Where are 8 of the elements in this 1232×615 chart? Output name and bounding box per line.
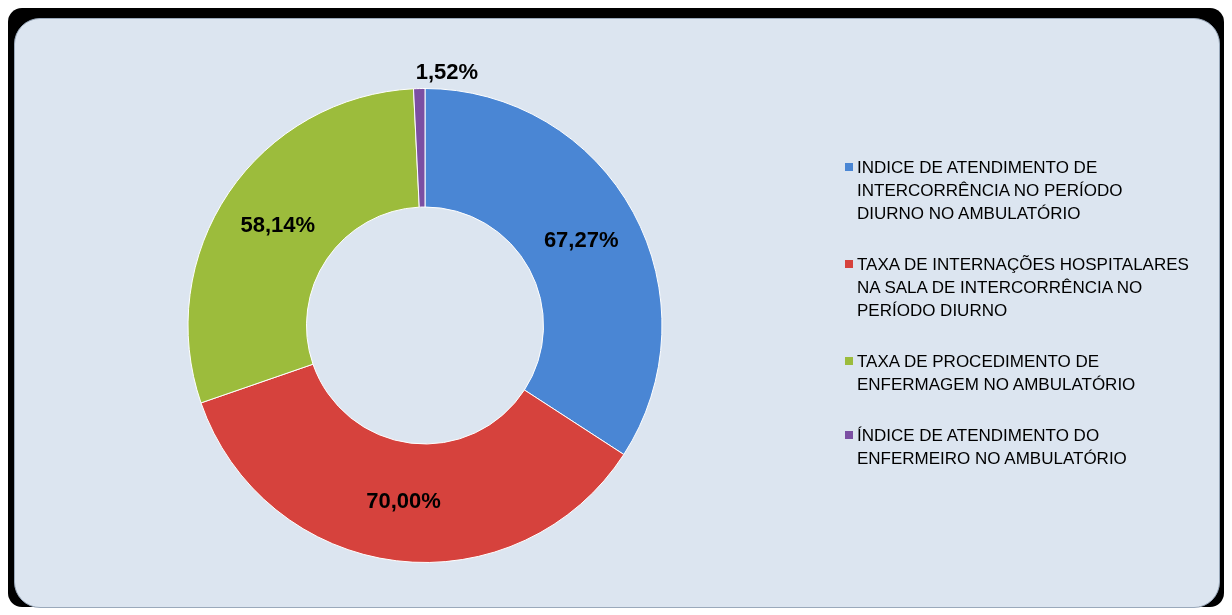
legend-label: TAXA DE INTERNAÇÕES HOSPITALARES NA SALA DE INTERCORRÊNCIA NO PERÍODO DIURNO	[857, 254, 1190, 322]
data-label: 1,52%	[415, 58, 479, 84]
data-label: 58,14%	[240, 211, 316, 237]
legend-label: TAXA DE PROCEDIMENTO DE ENFERMAGEM NO AMBULATÓRIO	[857, 351, 1137, 396]
data-label: 67,27%	[543, 226, 619, 252]
data-label: 70,00%	[366, 488, 441, 513]
legend-label: INDICE DE ATENDIMENTO DE INTERCORRÊNCIA NO PERÍODO DIURNO NO AMBULATÓRIO	[857, 157, 1124, 225]
legend-label: ÍNDICE DE ATENDIMENTO DO ENFERMEIRO NO AMBULATÓRIO	[857, 425, 1128, 470]
